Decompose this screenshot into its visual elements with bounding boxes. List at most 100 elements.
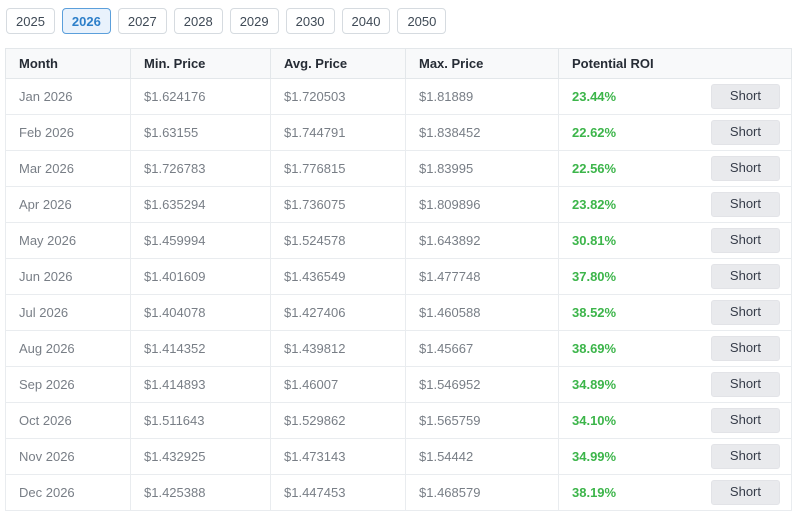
roi-cell: 34.10% Short [558,402,792,439]
short-button[interactable]: Short [710,84,780,109]
short-button[interactable]: Short [710,192,780,217]
roi-value: 34.89% [572,376,617,392]
price-prediction-table: Month Min. Price Avg. Price Max. Price P… [5,48,792,511]
max-price-cell: $1.468579 [405,474,559,511]
avg-price-cell: $1.720503 [270,78,406,115]
avg-price-cell: $1.439812 [270,330,406,367]
table-row: Dec 2026 $1.425388 $1.447453 $1.468579 3… [5,474,792,511]
max-price-cell: $1.809896 [405,186,559,223]
column-header-max: Max. Price [405,48,559,79]
avg-price-cell: $1.776815 [270,150,406,187]
table-row: Jun 2026 $1.401609 $1.436549 $1.477748 3… [5,258,792,295]
short-button[interactable]: Short [710,336,780,361]
max-price-cell: $1.643892 [405,222,559,259]
short-button[interactable]: Short [710,300,780,325]
short-button[interactable]: Short [710,480,780,505]
roi-cell: 22.62% Short [558,114,792,151]
min-price-cell: $1.635294 [130,186,271,223]
roi-value: 30.81% [572,232,617,248]
short-button[interactable]: Short [710,372,780,397]
min-price-cell: $1.404078 [130,294,271,331]
max-price-cell: $1.565759 [405,402,559,439]
roi-cell: 34.89% Short [558,366,792,403]
table-row: Feb 2026 $1.63155 $1.744791 $1.838452 22… [5,114,792,151]
month-cell: Feb 2026 [5,114,131,151]
month-cell: Aug 2026 [5,330,131,367]
min-price-cell: $1.425388 [130,474,271,511]
table-row: Jan 2026 $1.624176 $1.720503 $1.81889 23… [5,78,792,115]
min-price-cell: $1.401609 [130,258,271,295]
roi-value: 34.99% [572,448,617,464]
month-cell: Dec 2026 [5,474,131,511]
min-price-cell: $1.63155 [130,114,271,151]
table-row: Sep 2026 $1.414893 $1.46007 $1.546952 34… [5,366,792,403]
min-price-cell: $1.624176 [130,78,271,115]
column-header-avg: Avg. Price [270,48,406,79]
table-row: Oct 2026 $1.511643 $1.529862 $1.565759 3… [5,402,792,439]
year-tab[interactable]: 2050 [397,8,447,34]
roi-cell: 22.56% Short [558,150,792,187]
table-row: Jul 2026 $1.404078 $1.427406 $1.460588 3… [5,294,792,331]
month-cell: Apr 2026 [5,186,131,223]
avg-price-cell: $1.524578 [270,222,406,259]
roi-value: 37.80% [572,268,617,284]
roi-cell: 38.69% Short [558,330,792,367]
avg-price-cell: $1.736075 [270,186,406,223]
roi-value: 38.19% [572,484,617,500]
short-button[interactable]: Short [710,120,780,145]
column-header-roi: Potential ROI [558,48,792,79]
max-price-cell: $1.45667 [405,330,559,367]
roi-cell: 38.52% Short [558,294,792,331]
min-price-cell: $1.726783 [130,150,271,187]
avg-price-cell: $1.447453 [270,474,406,511]
month-cell: May 2026 [5,222,131,259]
month-cell: Oct 2026 [5,402,131,439]
table-row: Apr 2026 $1.635294 $1.736075 $1.809896 2… [5,186,792,223]
roi-value: 23.82% [572,196,617,212]
year-tab[interactable]: 2030 [285,8,335,34]
year-tab[interactable]: 2029 [229,8,279,34]
min-price-cell: $1.432925 [130,438,271,475]
short-button[interactable]: Short [710,228,780,253]
roi-value: 22.56% [572,160,617,176]
month-cell: Mar 2026 [5,150,131,187]
month-cell: Jul 2026 [5,294,131,331]
roi-value: 23.44% [572,88,617,104]
max-price-cell: $1.460588 [405,294,559,331]
column-header-month: Month [5,48,131,79]
max-price-cell: $1.54442 [405,438,559,475]
table-row: Nov 2026 $1.432925 $1.473143 $1.54442 34… [5,438,792,475]
year-tab[interactable]: 2026 [61,8,111,34]
max-price-cell: $1.81889 [405,78,559,115]
year-tab[interactable]: 2027 [117,8,167,34]
column-header-min: Min. Price [130,48,271,79]
max-price-cell: $1.477748 [405,258,559,295]
table-row: Aug 2026 $1.414352 $1.439812 $1.45667 38… [5,330,792,367]
year-tab[interactable]: 2028 [173,8,223,34]
min-price-cell: $1.414352 [130,330,271,367]
roi-cell: 30.81% Short [558,222,792,259]
max-price-cell: $1.83995 [405,150,559,187]
roi-cell: 34.99% Short [558,438,792,475]
roi-value: 38.69% [572,340,617,356]
roi-cell: 38.19% Short [558,474,792,511]
short-button[interactable]: Short [710,408,780,433]
table-row: May 2026 $1.459994 $1.524578 $1.643892 3… [5,222,792,259]
month-cell: Sep 2026 [5,366,131,403]
month-cell: Jan 2026 [5,78,131,115]
short-button[interactable]: Short [710,156,780,181]
avg-price-cell: $1.744791 [270,114,406,151]
year-tab[interactable]: 2040 [341,8,391,34]
avg-price-cell: $1.436549 [270,258,406,295]
roi-cell: 23.44% Short [558,78,792,115]
table-body: Jan 2026 $1.624176 $1.720503 $1.81889 23… [5,78,792,511]
avg-price-cell: $1.427406 [270,294,406,331]
short-button[interactable]: Short [710,264,780,289]
year-tabs: 2025 2026 2027 2028 2029 2030 2040 2050 [0,0,798,34]
avg-price-cell: $1.473143 [270,438,406,475]
year-tab[interactable]: 2025 [6,8,55,34]
short-button[interactable]: Short [710,444,780,469]
roi-cell: 37.80% Short [558,258,792,295]
table-row: Mar 2026 $1.726783 $1.776815 $1.83995 22… [5,150,792,187]
min-price-cell: $1.414893 [130,366,271,403]
